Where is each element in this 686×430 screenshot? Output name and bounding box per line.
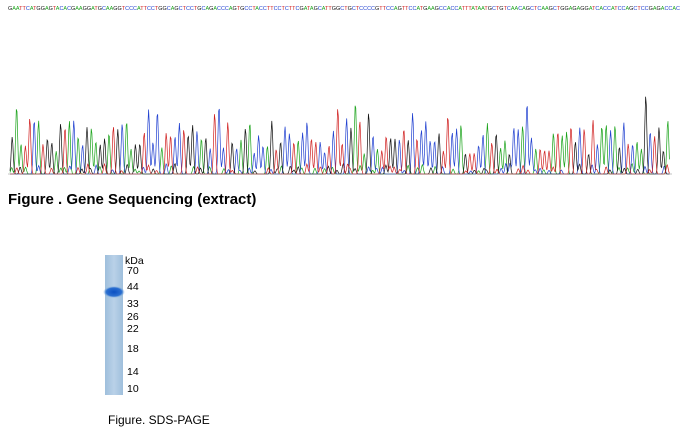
protein-band bbox=[103, 286, 125, 298]
sequence-text: GAATTCATGGAGTACACGAAGGATGCAAGGTCCCATTCCT… bbox=[8, 6, 680, 12]
marker-label: 10 bbox=[127, 383, 139, 395]
figure-caption: Figure . Gene Sequencing (extract) bbox=[8, 191, 256, 208]
marker-label: 22 bbox=[127, 323, 139, 335]
marker-label: 18 bbox=[127, 343, 139, 355]
gel-lane bbox=[105, 255, 123, 395]
marker-label: 70 bbox=[127, 265, 139, 277]
figure-caption: Figure. SDS-PAGE bbox=[108, 413, 210, 427]
marker-label: 33 bbox=[127, 298, 139, 310]
unit-label: kDa bbox=[125, 255, 144, 267]
marker-label: 26 bbox=[127, 311, 139, 323]
trace bbox=[10, 109, 670, 175]
chromatogram bbox=[9, 96, 670, 175]
marker-label: 14 bbox=[127, 366, 139, 378]
marker-label: 44 bbox=[127, 281, 139, 293]
